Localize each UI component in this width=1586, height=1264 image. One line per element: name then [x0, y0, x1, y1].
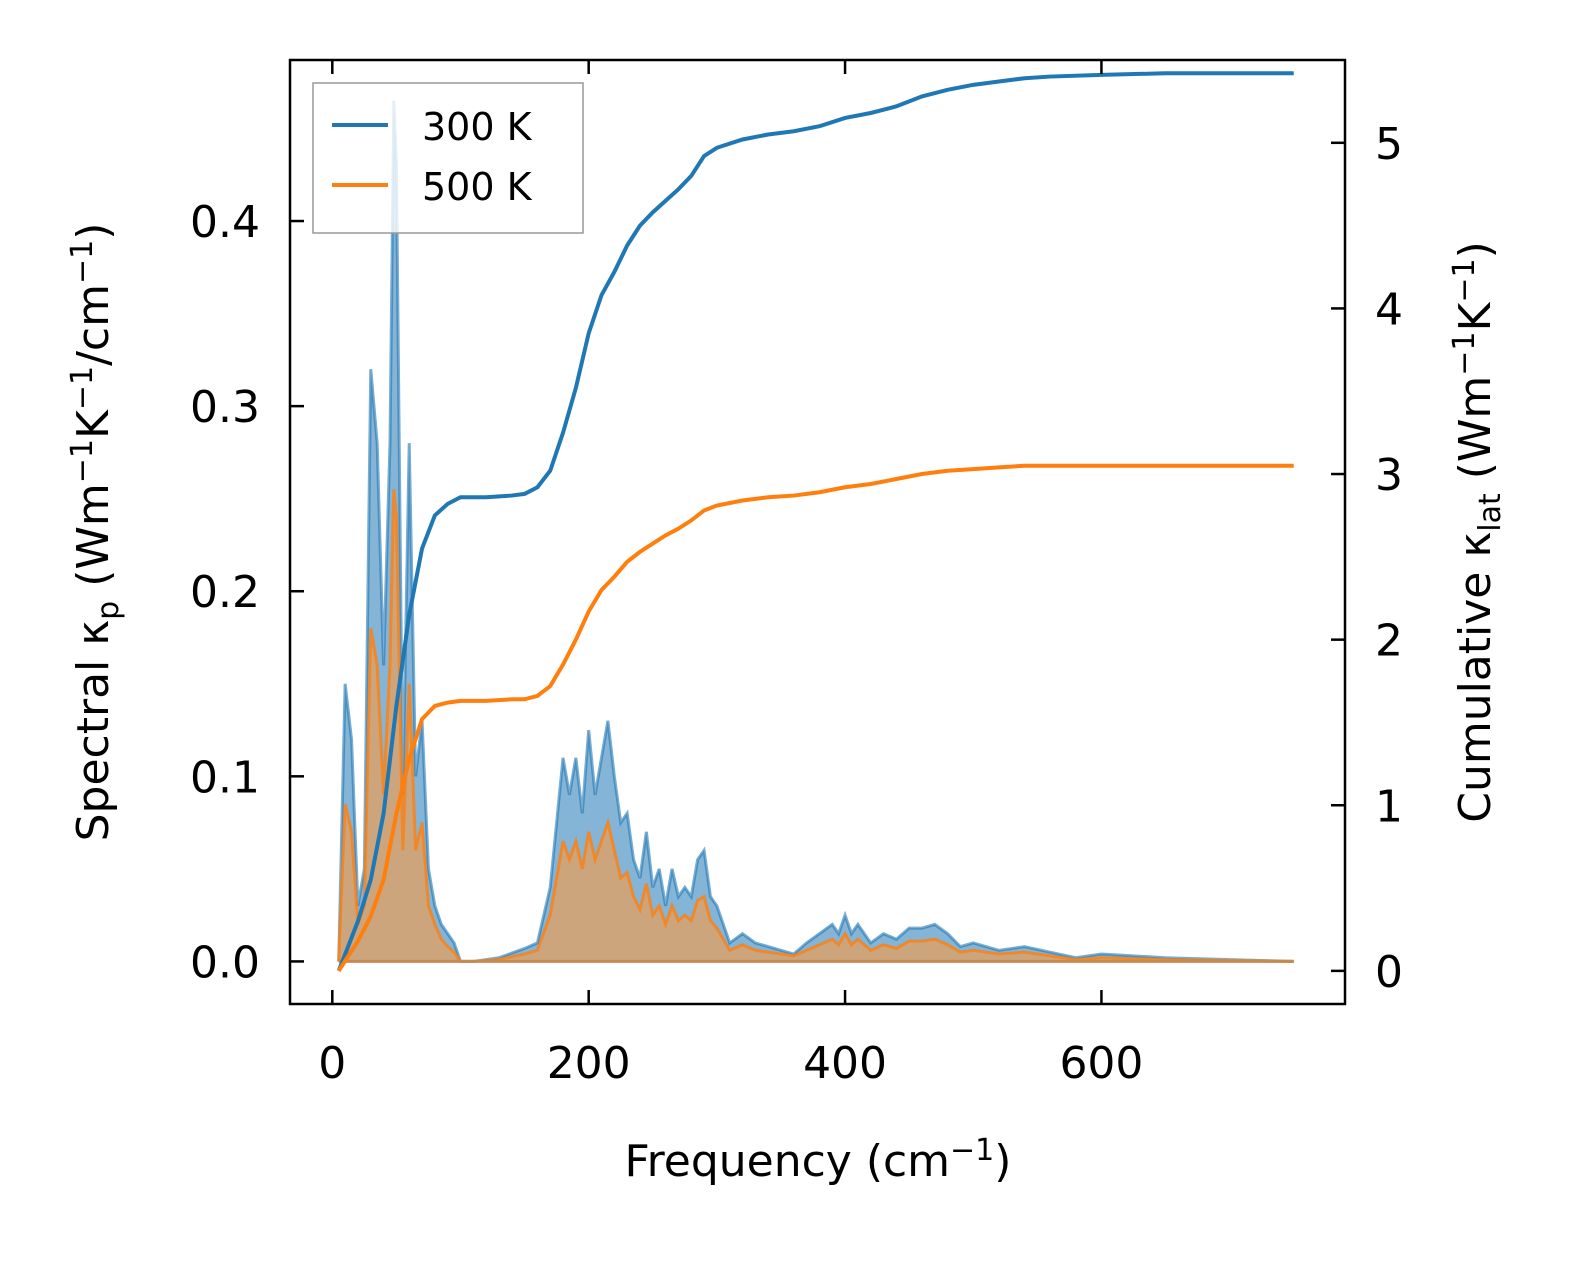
- y-tick-label-left: 0.0: [190, 937, 260, 988]
- y-tick-label-right: 2: [1375, 616, 1403, 667]
- spectral-outline-300k: [337, 100, 1294, 963]
- y-tick-label-right: 0: [1375, 947, 1403, 998]
- cumulative-lines: [336, 71, 1294, 972]
- legend-label-300k: 300 K: [422, 105, 533, 149]
- y-tick-label-left: 0.3: [190, 382, 260, 433]
- y-tick-label-left: 0.1: [190, 752, 260, 803]
- y-axis-label-right: Cumulative κlat (Wm−1K−1): [1447, 241, 1508, 823]
- x-tick-label: 600: [1059, 1038, 1143, 1089]
- y-tick-label-right: 5: [1375, 119, 1403, 170]
- spectral-fills: [337, 100, 1294, 963]
- y-axis-label-left: Spectral κp (Wm−1K−1/cm−1): [65, 223, 126, 842]
- cumulative-line-300k: [336, 71, 1294, 972]
- y-tick-label-right: 4: [1375, 284, 1403, 335]
- legend: 300 K 500 K: [312, 82, 584, 234]
- spectral-area-500k: [338, 489, 1294, 962]
- spectral-outline-500k: [337, 489, 1294, 963]
- cumulative-line-500k: [337, 463, 1294, 972]
- axis-ticks: 0 200 400 600 0.0 0.1 0.2 0.3 0.4 0 1 2 3 4 5: [190, 60, 1403, 1089]
- legend-box: [312, 82, 584, 234]
- y-tick-label-right: 3: [1375, 450, 1403, 501]
- x-tick-label: 400: [803, 1038, 887, 1089]
- x-axis-label: Frequency (cm−1): [625, 1133, 1012, 1187]
- x-tick-label: 0: [318, 1038, 346, 1089]
- y-tick-label-left: 0.2: [190, 567, 260, 618]
- y-tick-label-right: 1: [1375, 781, 1403, 832]
- legend-label-500k: 500 K: [422, 165, 533, 209]
- plot-frame: [288, 58, 1347, 1006]
- y-tick-label-left: 0.4: [190, 197, 260, 248]
- x-tick-label: 200: [547, 1038, 631, 1089]
